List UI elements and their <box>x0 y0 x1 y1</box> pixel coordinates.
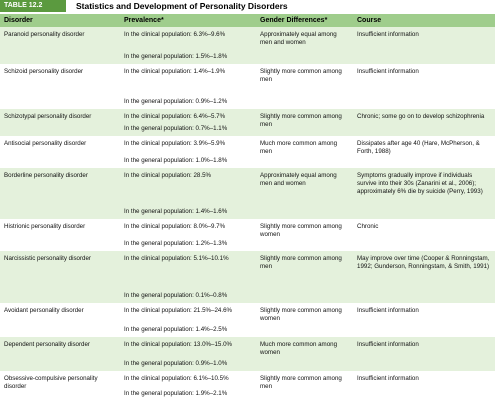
disorder: Dependent personality disorder <box>4 341 90 348</box>
general-prevalence: In the general population: 0.1%–0.8% <box>124 292 228 299</box>
table-row: Dependent personality disorder In the cli… <box>0 337 495 371</box>
course: Insufficient information <box>357 341 419 348</box>
clinical-prevalence: In the clinical population: 3.9%–5.9% <box>124 140 226 147</box>
gender-difference: Slightly more common among women <box>260 223 342 238</box>
general-prevalence: In the general population: 1.5%–1.8% <box>124 53 228 60</box>
clinical-prevalence: In the clinical population: 6.1%–10.5% <box>124 375 229 382</box>
general-prevalence: In the general population: 1.0%–1.8% <box>124 157 228 164</box>
table-row: Histrionic personality disorder In the cl… <box>0 219 495 251</box>
clinical-prevalence: In the clinical population: 5.1%–10.1% <box>124 255 229 262</box>
gender-difference: Approximately equal among men and women <box>260 172 337 187</box>
table-row: Borderline personality disorder In the cl… <box>0 168 495 219</box>
course: Symptoms gradually improve if individual… <box>357 172 483 195</box>
column-header: Prevalence* <box>124 17 164 24</box>
clinical-prevalence: In the clinical population: 6.4%–5.7% <box>124 113 226 120</box>
course: Insufficient information <box>357 31 419 38</box>
table-row: Paranoid personality disorder In the clin… <box>0 27 495 64</box>
disorder: Antisocial personality disorder <box>4 140 87 147</box>
clinical-prevalence: In the clinical population: 1.4%–1.9% <box>124 68 226 75</box>
general-prevalence: In the general population: 0.9%–1.2% <box>124 98 228 105</box>
disorder: Schizotypal personality disorder <box>4 113 92 120</box>
general-prevalence: In the general population: 1.4%–1.6% <box>124 208 228 215</box>
course: Chronic <box>357 223 379 230</box>
disorder: Borderline personality disorder <box>4 172 88 179</box>
disorder: Avoidant personality disorder <box>4 307 84 314</box>
table-row: Avoidant personality disorder In the clin… <box>0 303 495 337</box>
table-row: Schizotypal personality disorder In the c… <box>0 109 495 136</box>
header-row: Disorder Prevalence* Gender Differences* Co… <box>0 14 495 27</box>
course: Dissipates after age 40 (Hare, McPherson… <box>357 140 480 155</box>
column-header: Gender Differences* <box>260 17 328 24</box>
disorder: Narcissistic personality disorder <box>4 255 91 262</box>
clinical-prevalence: In the clinical population: 28.5% <box>124 172 212 179</box>
clinical-prevalence: In the clinical population: 8.0%–9.7% <box>124 223 226 230</box>
gender-difference: Much more common among women <box>260 341 338 356</box>
disorder: Histrionic personality disorder <box>4 223 86 230</box>
general-prevalence: In the general population: 1.4%–2.5% <box>124 326 228 333</box>
general-prevalence: In the general population: 0.9%–1.0% <box>124 360 228 367</box>
clinical-prevalence: In the clinical population: 13.0%–15.0% <box>124 341 233 348</box>
clinical-prevalence: In the clinical population: 6.3%–9.6% <box>124 31 226 38</box>
general-prevalence: In the general population: 1.9%–2.1% <box>124 390 228 397</box>
general-prevalence: In the general population: 0.7%–1.1% <box>124 125 228 132</box>
disorder: Obsessive-compulsive personality disorde… <box>4 375 98 390</box>
general-prevalence: In the general population: 1.2%–1.3% <box>124 240 228 247</box>
gender-difference: Approximately equal among men and women <box>260 31 337 46</box>
course: May improve over time (Cooper & Ronnings… <box>357 255 490 270</box>
course: Insufficient information <box>357 375 419 382</box>
gender-difference: Slightly more common among women <box>260 307 342 322</box>
column-header: Disorder <box>4 17 33 24</box>
table-row: Antisocial personality disorder In the cl… <box>0 136 495 168</box>
course: Insufficient information <box>357 307 419 314</box>
course: Chronic; some go on to develop schizophr… <box>357 113 485 120</box>
gender-difference: Much more common among men <box>260 140 338 155</box>
table-label: TABLE 12.2 <box>0 0 66 12</box>
table-row: Obsessive-compulsive personality disorde… <box>0 371 495 401</box>
course: Insufficient information <box>357 68 419 75</box>
disorder: Paranoid personality disorder <box>4 31 85 38</box>
table-title: Statistics and Development of Personalit… <box>76 1 288 11</box>
disorder: Schizoid personality disorder <box>4 68 84 75</box>
column-header: Course <box>357 17 382 24</box>
gender-difference: Slightly more common among men <box>260 113 342 128</box>
table-row: Narcissistic personality disorder In the … <box>0 251 495 303</box>
table-row: Schizoid personality disorder In the clin… <box>0 64 495 109</box>
gender-difference: Slightly more common among men <box>260 375 342 390</box>
clinical-prevalence: In the clinical population: 21.5%–24.6% <box>124 307 233 314</box>
gender-difference: Slightly more common among men <box>260 68 342 83</box>
gender-difference: Slightly more common among men <box>260 255 342 270</box>
